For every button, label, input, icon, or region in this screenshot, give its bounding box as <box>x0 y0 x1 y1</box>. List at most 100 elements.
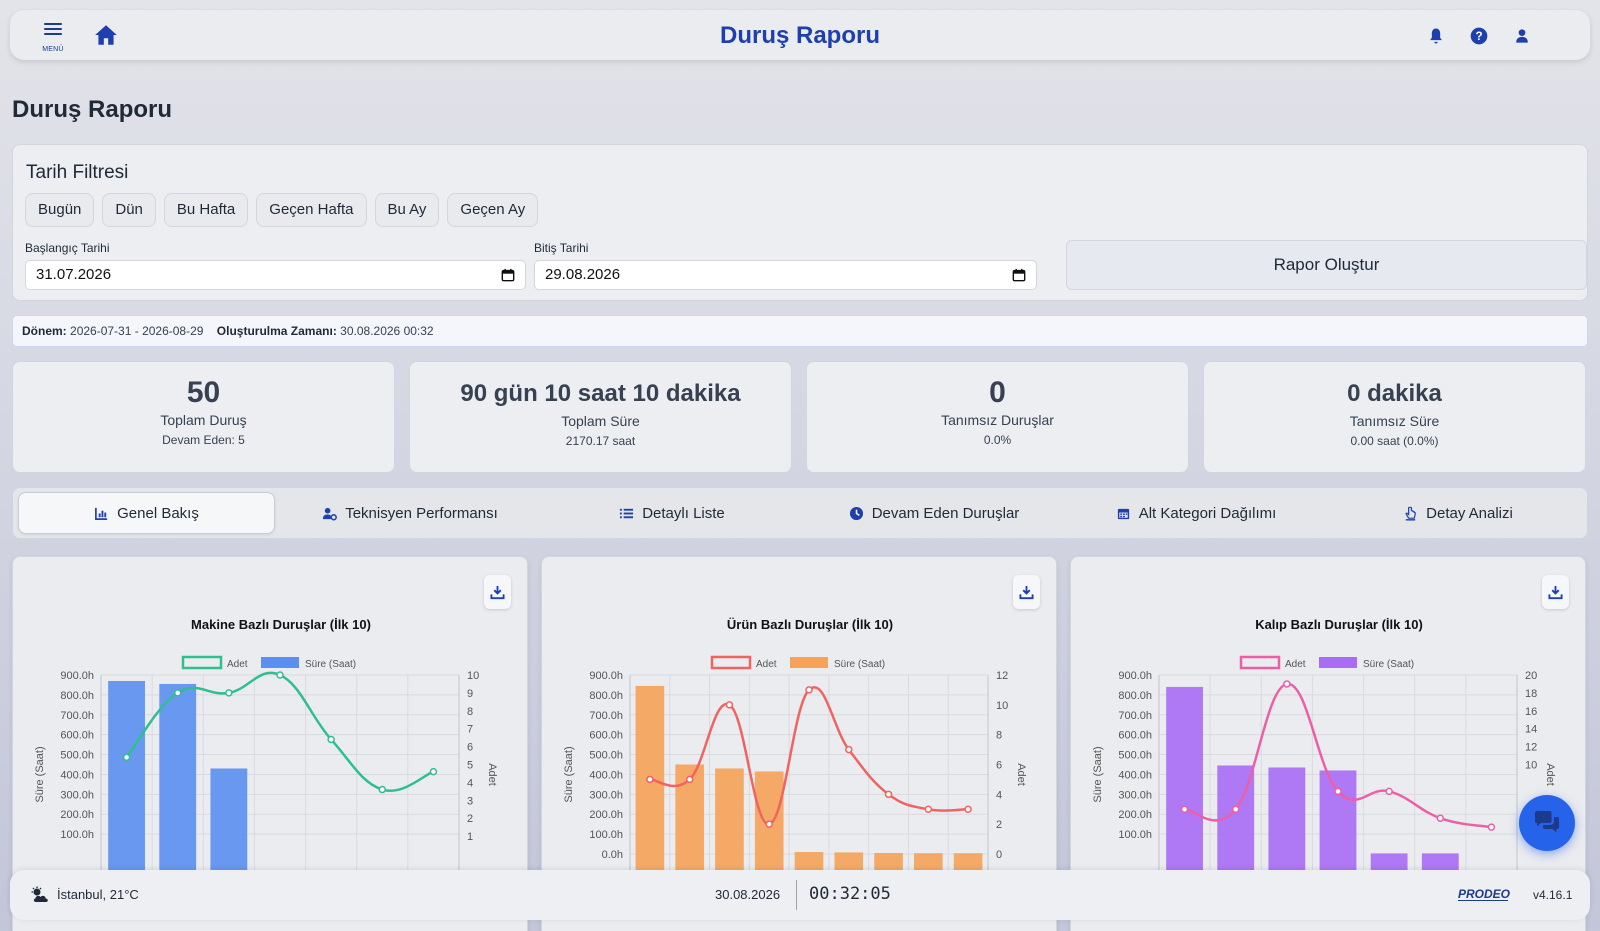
legend-swatch-line <box>710 655 752 670</box>
list-icon <box>620 508 634 518</box>
chart-title: Ürün Bazlı Duruşlar (İlk 10) <box>727 617 893 632</box>
home-icon[interactable] <box>93 22 119 48</box>
end-date-input[interactable]: 29.08.2026 <box>534 260 1037 290</box>
y2-tick-label: 5 <box>467 760 473 772</box>
stat-label: Toplam Süre <box>561 413 640 429</box>
calendar-icon[interactable] <box>1012 268 1026 282</box>
legend-swatch-bar <box>261 657 299 668</box>
date-filter-card: Tarih Filtresi Bugün Dün Bu Hafta Geçen … <box>12 144 1588 301</box>
clock-icon <box>849 506 863 520</box>
chart-card-product: Ürün Bazlı Duruşlar (İlk 10) Adet Süre (Sa… <box>541 556 1057 931</box>
stat-value: 50 <box>186 376 221 409</box>
stat-sub: 2170.17 saat <box>565 434 636 448</box>
generate-report-button[interactable]: Rapor Oluştur <box>1066 240 1587 290</box>
filter-title: Tarih Filtresi <box>26 162 129 183</box>
legend-label: Adet <box>227 659 248 670</box>
help-icon[interactable]: ? <box>1469 26 1489 46</box>
tab-general-overview[interactable]: Genel Bakış <box>18 492 275 534</box>
bar <box>1319 770 1357 884</box>
download-icon <box>490 585 505 600</box>
y-tick-label: 800.0h <box>589 690 623 702</box>
y2-tick-label: 10 <box>996 700 1008 712</box>
y-tick-label: 300.0h <box>589 789 623 801</box>
y-tick-label: 600.0h <box>1118 730 1152 742</box>
line-point <box>845 745 853 754</box>
y2-tick-label: 16 <box>1525 706 1537 718</box>
stat-value: 0 dakika <box>1347 380 1442 407</box>
stat-sub: 0.0% <box>983 433 1012 447</box>
stat-sub: 0.00 saat (0.0%) <box>1350 434 1439 448</box>
footer-clock: 00:32:05 <box>809 884 891 904</box>
y-tick-label: 600.0h <box>589 730 623 742</box>
y-tick-label: 200.0h <box>589 809 623 821</box>
line-point <box>1436 814 1445 822</box>
y-tick-label: 100.0h <box>589 829 623 841</box>
chart-card-machine: Makine Bazlı Duruşlar (İlk 10) Adet Süre (… <box>12 556 528 931</box>
user-icon[interactable] <box>1512 26 1532 46</box>
users-gear-icon <box>323 507 338 520</box>
last-month-button[interactable]: Geçen Ay <box>447 193 539 227</box>
menu-icon <box>44 23 62 35</box>
tab-ongoing-stops[interactable]: Devam Eden Duruşlar <box>807 492 1061 534</box>
tab-subcategory-distribution[interactable]: Alt Kategori Dağılımı <box>1069 492 1323 534</box>
stat-card-total-duration: 90 gün 10 saat 10 dakika Toplam Süre 217… <box>409 361 792 473</box>
chat-button[interactable] <box>1519 795 1575 851</box>
chart-title: Makine Bazlı Duruşlar (İlk 10) <box>191 617 371 632</box>
y2-tick-label: 14 <box>1525 724 1537 736</box>
tab-detailed-list[interactable]: Detaylı Liste <box>545 492 799 534</box>
line-point <box>884 790 893 799</box>
created-at-value: 30.08.2026 00:32 <box>340 324 434 338</box>
line-point <box>122 753 131 762</box>
bar <box>1268 767 1306 884</box>
bell-icon[interactable] <box>1426 26 1446 46</box>
y-tick-label: 500.0h <box>589 750 623 762</box>
download-chart-button[interactable] <box>484 575 511 609</box>
y2-axis-title: Adet <box>1015 763 1027 786</box>
app-version: v4.16.1 <box>1533 888 1573 902</box>
end-date-value: 29.08.2026 <box>545 266 621 283</box>
line-point <box>646 775 654 784</box>
legend-label: Süre (Saat) <box>834 659 885 670</box>
cloud-sun-icon <box>31 886 48 902</box>
last-week-button[interactable]: Geçen Hafta <box>256 193 367 227</box>
chart-icon <box>95 507 108 520</box>
this-month-button[interactable]: Bu Ay <box>374 193 440 227</box>
svg-text:PRODEO: PRODEO <box>1458 887 1511 901</box>
footer-date: 30.08.2026 <box>715 887 781 902</box>
footer-divider <box>796 880 797 910</box>
chart-svg: Ürün Bazlı Duruşlar (İlk 10) Adet Süre (Sa… <box>563 617 1027 884</box>
download-chart-button[interactable] <box>1542 575 1569 609</box>
calendar-icon[interactable] <box>501 268 515 282</box>
y2-tick-label: 18 <box>1525 688 1537 700</box>
today-button[interactable]: Bugün <box>25 193 95 227</box>
line-point <box>225 689 233 697</box>
yesterday-button[interactable]: Dün <box>102 193 156 227</box>
legend-swatch-bar <box>1319 657 1357 668</box>
app-title: Duruş Raporu <box>719 22 880 49</box>
y2-tick-label: 4 <box>996 789 1002 801</box>
y-tick-label: 700.0h <box>589 710 623 722</box>
y2-axis-title: Adet <box>1544 763 1556 786</box>
line-point <box>378 785 387 794</box>
start-date-input[interactable]: 31.07.2026 <box>25 260 526 290</box>
bar <box>715 768 744 884</box>
line-point <box>1385 787 1393 796</box>
stat-label: Toplam Duruş <box>160 412 247 428</box>
y-tick-label: 800.0h <box>1118 690 1152 702</box>
calendar-icon <box>1117 508 1129 519</box>
period-label: Dönem: <box>22 324 67 338</box>
stat-card-total-stops: 50 Toplam Duruş Devam Eden: 5 <box>12 361 395 473</box>
tab-detail-analysis[interactable]: Detay Analizi <box>1331 492 1585 534</box>
tab-technician-performance[interactable]: Teknisyen Performansı <box>283 492 537 534</box>
line-point <box>725 701 734 709</box>
chat-icon <box>1535 811 1559 833</box>
line-point <box>1180 805 1189 813</box>
this-week-button[interactable]: Bu Hafta <box>163 193 249 227</box>
page-title: Duruş Raporu <box>12 96 173 123</box>
download-chart-button[interactable] <box>1013 575 1040 609</box>
y-tick-label: 800.0h <box>60 690 94 702</box>
y-tick-label: 300.0h <box>60 789 94 801</box>
tab-label: Devam Eden Duruşlar <box>871 504 1020 522</box>
menu-button[interactable]: MENÜ <box>42 20 64 53</box>
y-axis-title: Süre (Saat) <box>1092 746 1104 802</box>
